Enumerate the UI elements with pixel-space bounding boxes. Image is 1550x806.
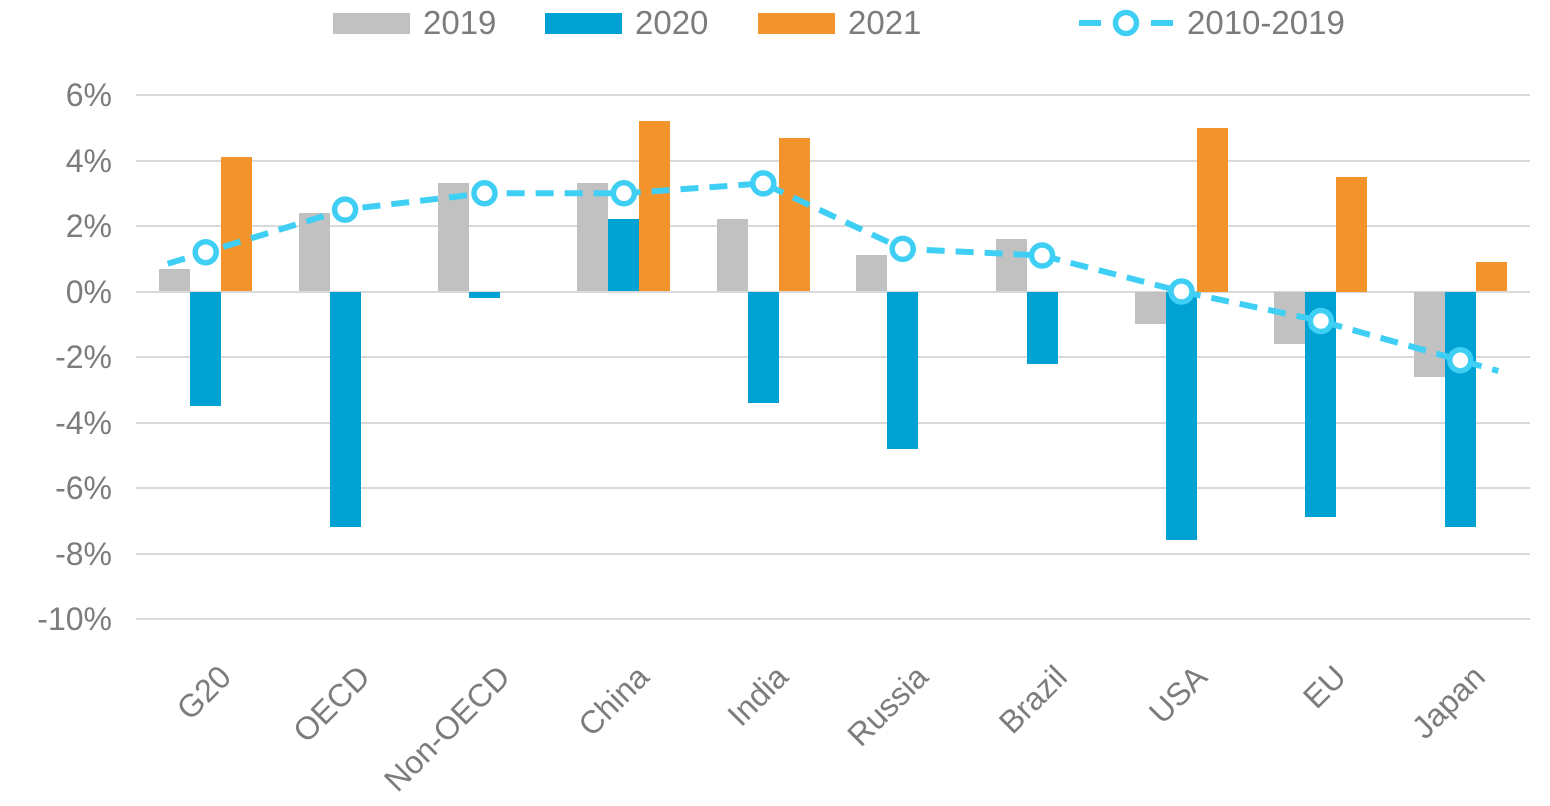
bar-2020-usa: [1166, 291, 1197, 541]
y-axis-tick-label: 0%: [65, 273, 112, 310]
bar-2019-brazil: [995, 239, 1027, 292]
y-axis-tick-label: -4%: [55, 404, 112, 441]
legend-label: 2020: [635, 4, 709, 41]
y-axis-tick-label: 2%: [65, 208, 112, 244]
bar-2020-non-oecd: [469, 291, 500, 299]
bar-2019-india: [716, 219, 748, 292]
bar-2019-russia: [856, 255, 888, 292]
gridline: [136, 94, 1530, 96]
trend-marker-india: [750, 170, 777, 197]
y-axis-tick-label: -6%: [55, 470, 112, 506]
y-axis-tick-label: 4%: [65, 142, 112, 179]
bar-2021-eu: [1336, 176, 1368, 292]
legend-label: 2021: [848, 4, 922, 41]
bar-2021-india: [778, 137, 810, 292]
bar-2019-eu: [1274, 291, 1306, 344]
bar-2020-eu: [1305, 291, 1337, 518]
trend-marker-china: [610, 180, 638, 207]
legend-label: 2019: [423, 4, 497, 41]
legend-item-2021: 2021: [758, 0, 921, 46]
trend-marker-non-oecd: [471, 180, 498, 207]
gridline: [136, 225, 1530, 227]
bar-2020-china: [608, 219, 640, 292]
bar-2019-china: [577, 183, 609, 292]
bar-2019-japan: [1413, 291, 1445, 377]
gridline: [136, 552, 1530, 555]
bar-2020-oecd: [329, 291, 361, 528]
bar-2021-japan: [1475, 262, 1507, 292]
bar-2020-g20: [190, 291, 222, 407]
gridline: [136, 421, 1530, 424]
bar-2020-india: [747, 291, 779, 403]
legend-swatch-2019: [333, 12, 410, 34]
legend-item-2019: 2019: [333, 0, 496, 46]
legend-swatch-2020: [545, 12, 622, 34]
legend-item-2020: 2020: [545, 0, 708, 46]
legend-line-marker-icon: [1079, 9, 1173, 37]
trend-marker-russia: [889, 235, 916, 263]
gridline: [136, 487, 1530, 489]
legend-item-2010-2019: 2010-2019: [1078, 0, 1345, 46]
legend-label: 2010-2019: [1187, 4, 1345, 41]
gridline: [136, 618, 1530, 620]
bar-2019-oecd: [298, 212, 330, 292]
bar-2019-non-oecd: [438, 183, 469, 292]
chart-legend: 2019 2020 2021 2010-2019: [0, 0, 1550, 46]
y-axis-tick-label: -2%: [55, 339, 112, 375]
trend-marker-oecd: [331, 196, 359, 223]
bar-2020-russia: [887, 291, 919, 449]
bar-2021-china: [639, 121, 671, 292]
y-axis-tick-label: -8%: [55, 535, 112, 572]
bar-2019-g20: [159, 268, 191, 292]
trend-marker-g20: [192, 238, 219, 266]
legend-swatch-2021: [758, 12, 835, 34]
gridline: [136, 159, 1530, 162]
bar-2021-usa: [1197, 127, 1228, 292]
bar-2019-usa: [1135, 291, 1166, 325]
bar-2020-japan: [1444, 291, 1476, 528]
trend-marker-brazil: [1028, 242, 1056, 269]
y-axis-tick-label: 6%: [65, 77, 112, 113]
bar-2020-brazil: [1026, 291, 1058, 364]
x-axis-label-g20: G20: [169, 658, 238, 727]
bar-2021-g20: [221, 157, 253, 292]
y-axis-tick-label: -10%: [37, 601, 112, 637]
